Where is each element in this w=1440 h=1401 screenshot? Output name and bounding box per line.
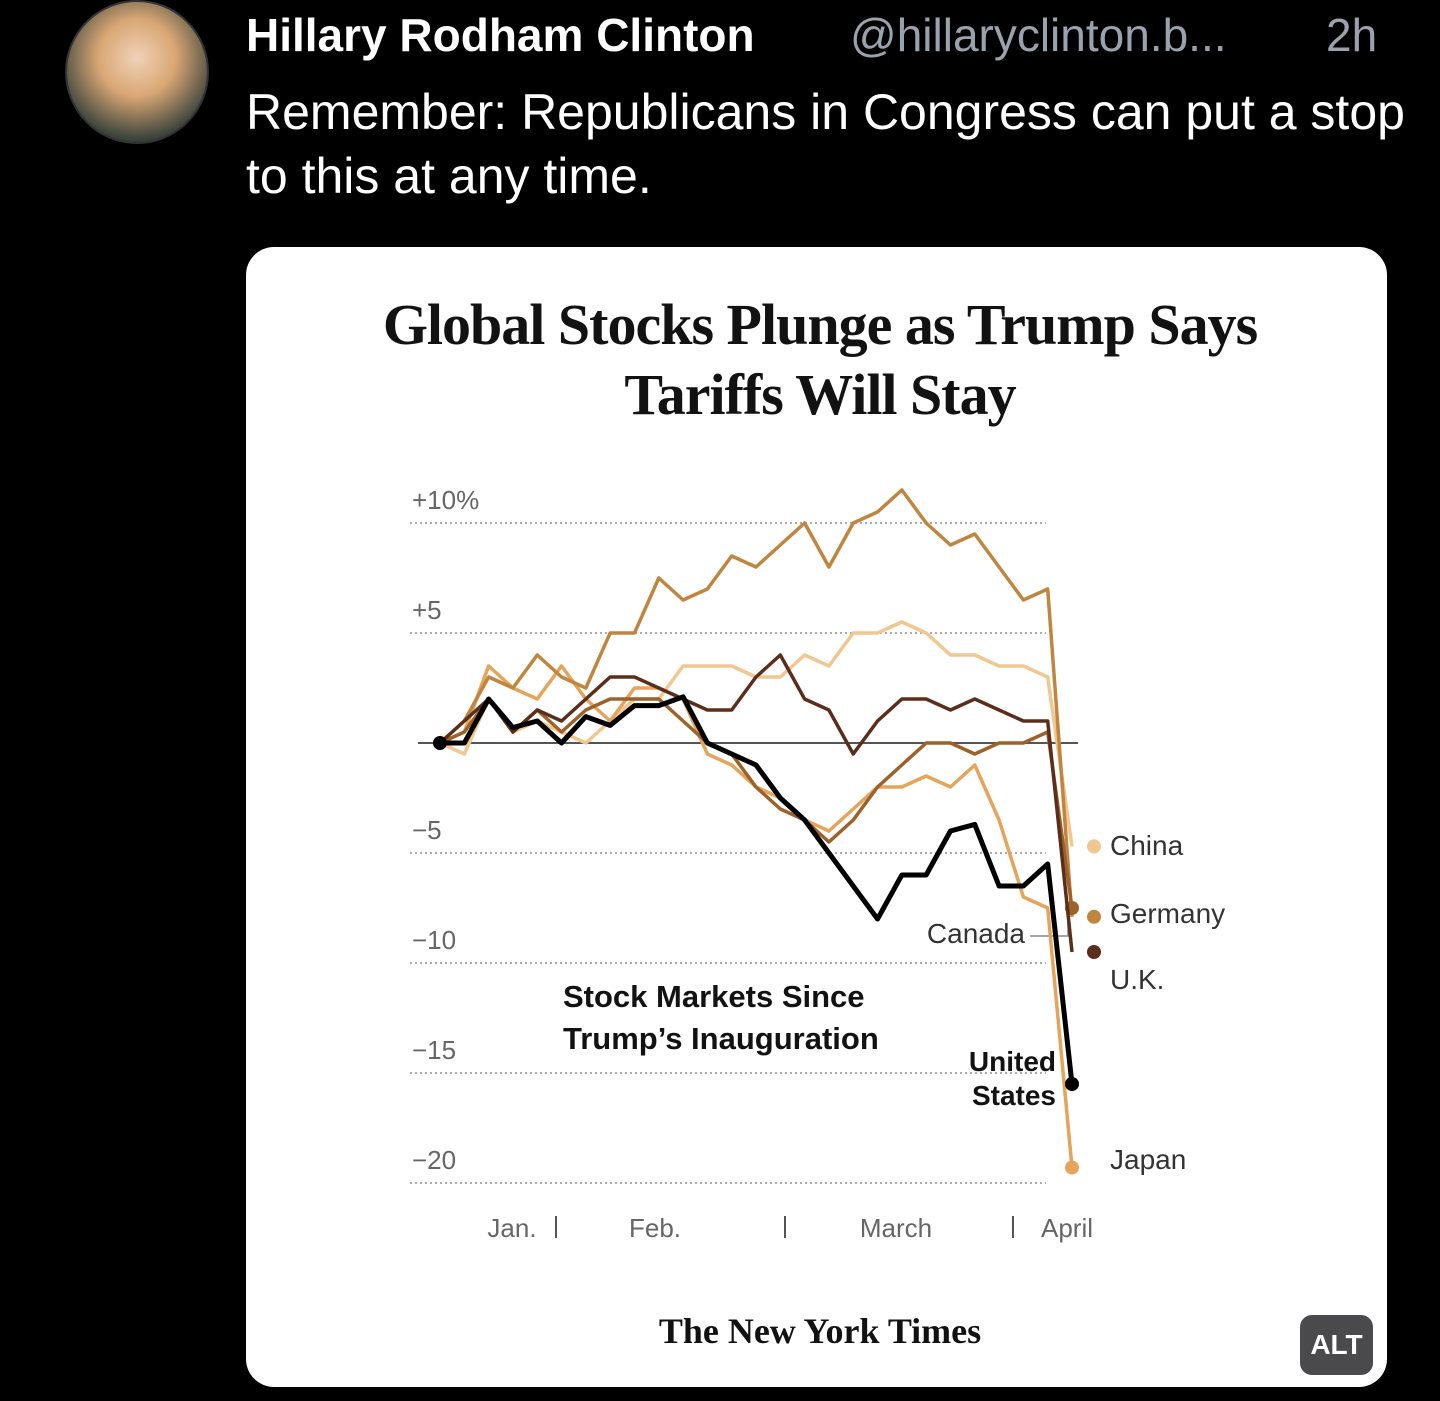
end-marker xyxy=(1087,839,1101,854)
x-tick-label: Feb. xyxy=(629,1213,681,1243)
end-marker xyxy=(1065,1160,1079,1175)
series-label: Canada xyxy=(926,918,1025,949)
chart-title: Global Stocks Plunge as Trump Says Tarif… xyxy=(382,292,1258,427)
y-tick-label: +10% xyxy=(412,485,479,515)
source-logo: The New York Times xyxy=(658,1311,982,1351)
post-text: Remember: Republicans in Congress can pu… xyxy=(246,84,1405,204)
x-tick-label: Jan. xyxy=(487,1213,536,1243)
timestamp: 2h xyxy=(1326,9,1378,61)
end-marker xyxy=(1065,1077,1079,1091)
end-marker xyxy=(1087,909,1101,924)
chart-subtitle: Stock Markets Since Trump’s Inauguration xyxy=(563,979,879,1056)
avatar[interactable] xyxy=(65,0,209,144)
x-tick-label: April xyxy=(1041,1213,1093,1243)
author-name[interactable]: Hillary Rodham Clinton xyxy=(246,9,755,61)
y-tick-label: +5 xyxy=(412,595,442,625)
alt-badge[interactable]: ALT xyxy=(1300,1315,1373,1375)
card xyxy=(246,247,1387,1387)
series-label: Japan xyxy=(1110,1144,1187,1175)
author-handle[interactable]: @hillaryclinton.b... xyxy=(850,9,1227,61)
start-marker xyxy=(433,736,447,750)
series-line xyxy=(438,488,1074,917)
y-tick-label: −5 xyxy=(412,815,442,845)
series-label: United States xyxy=(968,1046,1056,1111)
y-tick-label: −20 xyxy=(412,1145,456,1175)
end-marker xyxy=(1087,945,1101,959)
y-tick-label: −15 xyxy=(412,1035,456,1065)
series-label: Germany xyxy=(1110,898,1226,929)
series-line xyxy=(438,653,1074,953)
series-line xyxy=(439,697,1074,909)
series-label: U.K. xyxy=(1110,964,1165,995)
y-tick-label: −10 xyxy=(412,925,456,955)
series-label: China xyxy=(1110,830,1184,861)
series-line xyxy=(440,694,1075,1085)
x-tick-label: March xyxy=(860,1213,932,1243)
